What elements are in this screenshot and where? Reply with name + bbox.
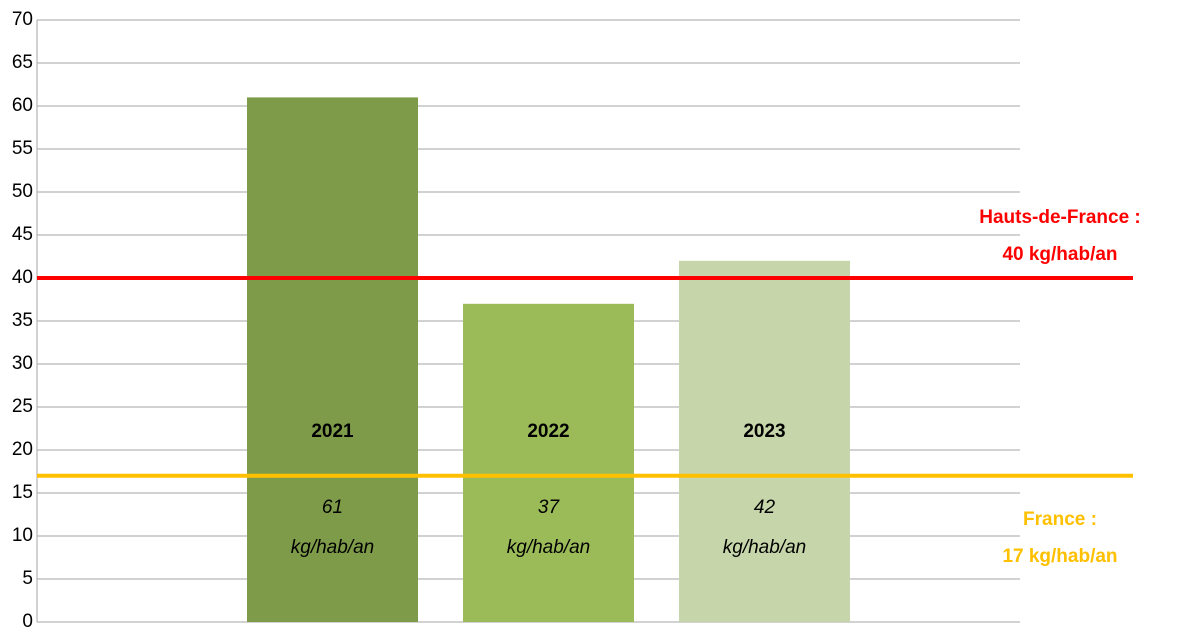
reference-label: 17 kg/hab/an [1002, 546, 1117, 567]
y-tick-label: 5 [22, 568, 33, 589]
value-label-line: 61 [322, 497, 343, 518]
category-label: 2023 [743, 421, 785, 442]
y-tick-label: 10 [12, 525, 33, 546]
value-label-line: kg/hab/an [723, 537, 806, 558]
reference-label: 40 kg/hab/an [1002, 244, 1117, 265]
y-tick-label: 65 [12, 52, 33, 73]
y-tick-label: 60 [12, 95, 33, 116]
y-tick-label: 0 [22, 611, 33, 628]
bar [463, 303, 634, 622]
bar [679, 260, 850, 622]
value-label-line: kg/hab/an [291, 537, 374, 558]
category-label: 2021 [311, 421, 354, 442]
category-label: 2022 [527, 421, 569, 442]
reference-label: France : [1023, 509, 1097, 530]
value-label-line: 42 [754, 497, 776, 518]
y-tick-label: 45 [12, 224, 33, 245]
y-tick-label: 50 [12, 181, 33, 202]
reference-label: Hauts-de-France : [979, 207, 1141, 228]
y-tick-label: 35 [12, 310, 33, 331]
value-label: 42 kg/hab/an [723, 497, 806, 558]
y-tick-label: 30 [12, 353, 33, 374]
value-label: 37 kg/hab/an [507, 497, 590, 558]
y-tick-label: 15 [12, 482, 33, 503]
value-label-line: 37 [538, 497, 561, 518]
y-tick-label: 70 [12, 9, 33, 30]
bar [247, 97, 418, 622]
y-tick-label: 20 [12, 439, 33, 460]
y-tick-label: 55 [12, 138, 33, 159]
y-tick-label: 40 [12, 267, 33, 288]
value-label-line: kg/hab/an [507, 537, 590, 558]
y-tick-label: 25 [12, 396, 33, 417]
value-label: 61 kg/hab/an [291, 497, 374, 558]
